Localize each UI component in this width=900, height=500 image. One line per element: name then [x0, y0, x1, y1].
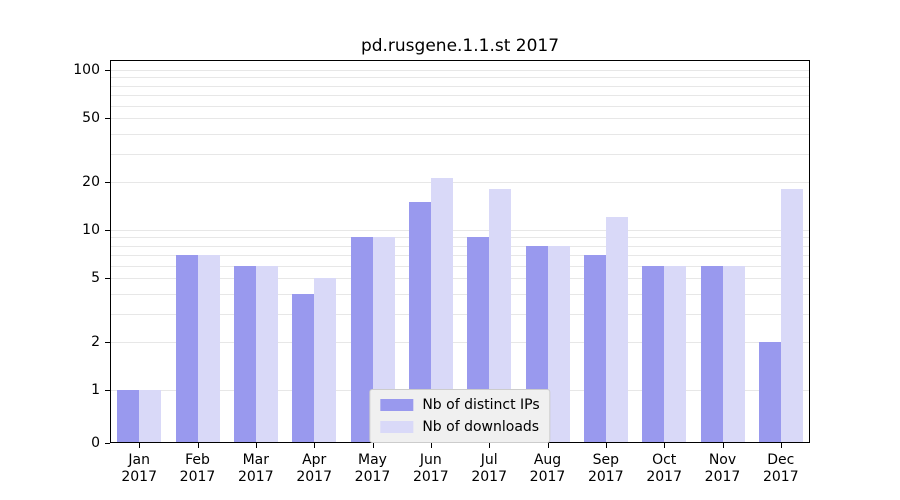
gridline: [111, 133, 809, 135]
gridline: [111, 153, 809, 155]
legend-swatch-distinct-ips: [380, 399, 414, 411]
x-tick-label: Nov 2017: [704, 452, 741, 485]
y-tick-mark: [105, 443, 110, 444]
x-tick-label: Apr 2017: [296, 452, 333, 485]
plot-frame: [110, 60, 810, 443]
bar-jan-distinct-ips: [117, 390, 140, 443]
bar-feb-distinct-ips: [175, 254, 198, 443]
x-tick-mark: [722, 443, 724, 448]
gridline: [111, 254, 809, 256]
y-tick-label: 0: [91, 435, 100, 451]
x-tick-mark: [430, 443, 432, 448]
bar-mar-downloads: [255, 265, 278, 443]
gridline: [111, 118, 809, 120]
y-tick-label: 100: [73, 62, 100, 78]
bar-nov-distinct-ips: [700, 265, 723, 443]
x-tick-label: Jun 2017: [412, 452, 449, 485]
gridline: [111, 230, 809, 231]
gridline: [111, 77, 809, 79]
bar-may-distinct-ips: [350, 237, 373, 443]
legend-item: Nb of distinct IPs: [380, 397, 540, 413]
y-tick-label: 50: [82, 110, 100, 127]
gridline: [111, 313, 809, 315]
bar-dec-downloads: [780, 189, 803, 443]
x-tick-label: Aug 2017: [529, 452, 566, 485]
legend-swatch-downloads: [380, 421, 414, 433]
legend-label: Nb of distinct IPs: [422, 397, 540, 413]
bar-apr-distinct-ips: [292, 293, 315, 443]
bar-aug-downloads: [547, 245, 570, 443]
gridline: [111, 265, 809, 267]
y-tick-label: 20: [82, 173, 100, 190]
y-tick-label: 2: [91, 333, 100, 350]
y-tick-mark: [105, 181, 110, 183]
legend-label: Nb of downloads: [422, 419, 540, 435]
x-tick-mark: [489, 443, 491, 448]
bar-apr-downloads: [314, 278, 337, 443]
bar-dec-distinct-ips: [758, 341, 781, 443]
gridline: [111, 245, 809, 247]
x-tick-mark: [197, 443, 199, 448]
x-tick-mark: [664, 443, 666, 448]
x-tick-label: May 2017: [354, 452, 391, 485]
gridline: [111, 70, 809, 71]
gridline: [111, 94, 809, 96]
chart-title: pd.rusgene.1.1.st 2017: [360, 36, 560, 56]
bar-jun-distinct-ips: [408, 201, 431, 443]
x-tick-label: Jul 2017: [471, 452, 508, 485]
x-tick-mark: [314, 443, 316, 448]
y-tick-mark: [105, 118, 110, 120]
gridline: [111, 278, 809, 280]
bar-oct-distinct-ips: [642, 265, 665, 443]
legend: Nb of distinct IPs Nb of downloads: [369, 389, 551, 443]
bar-nov-downloads: [722, 265, 745, 443]
x-tick-label: Dec 2017: [762, 452, 799, 485]
bar-jan-downloads: [139, 390, 162, 443]
bar-sep-downloads: [605, 217, 628, 443]
y-tick-label: 10: [82, 222, 100, 238]
x-tick-mark: [372, 443, 374, 448]
gridline: [111, 293, 809, 295]
bar-oct-downloads: [664, 265, 687, 443]
gridline: [111, 341, 809, 343]
legend-item: Nb of downloads: [380, 419, 539, 435]
x-tick-label: Oct 2017: [646, 452, 683, 485]
x-tick-mark: [139, 443, 141, 448]
x-tick-mark: [780, 443, 782, 448]
bar-feb-downloads: [197, 254, 220, 443]
y-tick-mark: [105, 390, 110, 391]
y-tick-label: 1: [91, 382, 100, 398]
y-tick-label: 5: [91, 270, 100, 287]
y-tick-mark: [105, 278, 110, 280]
x-tick-label: Sep 2017: [587, 452, 624, 485]
bar-jul-downloads: [489, 189, 512, 443]
y-tick-mark: [105, 230, 110, 231]
x-tick-label: Mar 2017: [237, 452, 274, 485]
gridline: [111, 105, 809, 107]
bar-mar-distinct-ips: [233, 265, 256, 443]
y-tick-mark: [105, 70, 110, 71]
gridline: [111, 85, 809, 87]
bar-jun-downloads: [430, 178, 453, 443]
gridline: [111, 237, 809, 239]
gridline: [111, 181, 809, 183]
x-tick-mark: [547, 443, 549, 448]
x-tick-label: Jan 2017: [121, 452, 158, 485]
bar-sep-distinct-ips: [583, 254, 606, 443]
y-tick-mark: [105, 341, 110, 343]
x-tick-label: Feb 2017: [179, 452, 216, 485]
x-tick-mark: [255, 443, 257, 448]
x-tick-mark: [605, 443, 607, 448]
